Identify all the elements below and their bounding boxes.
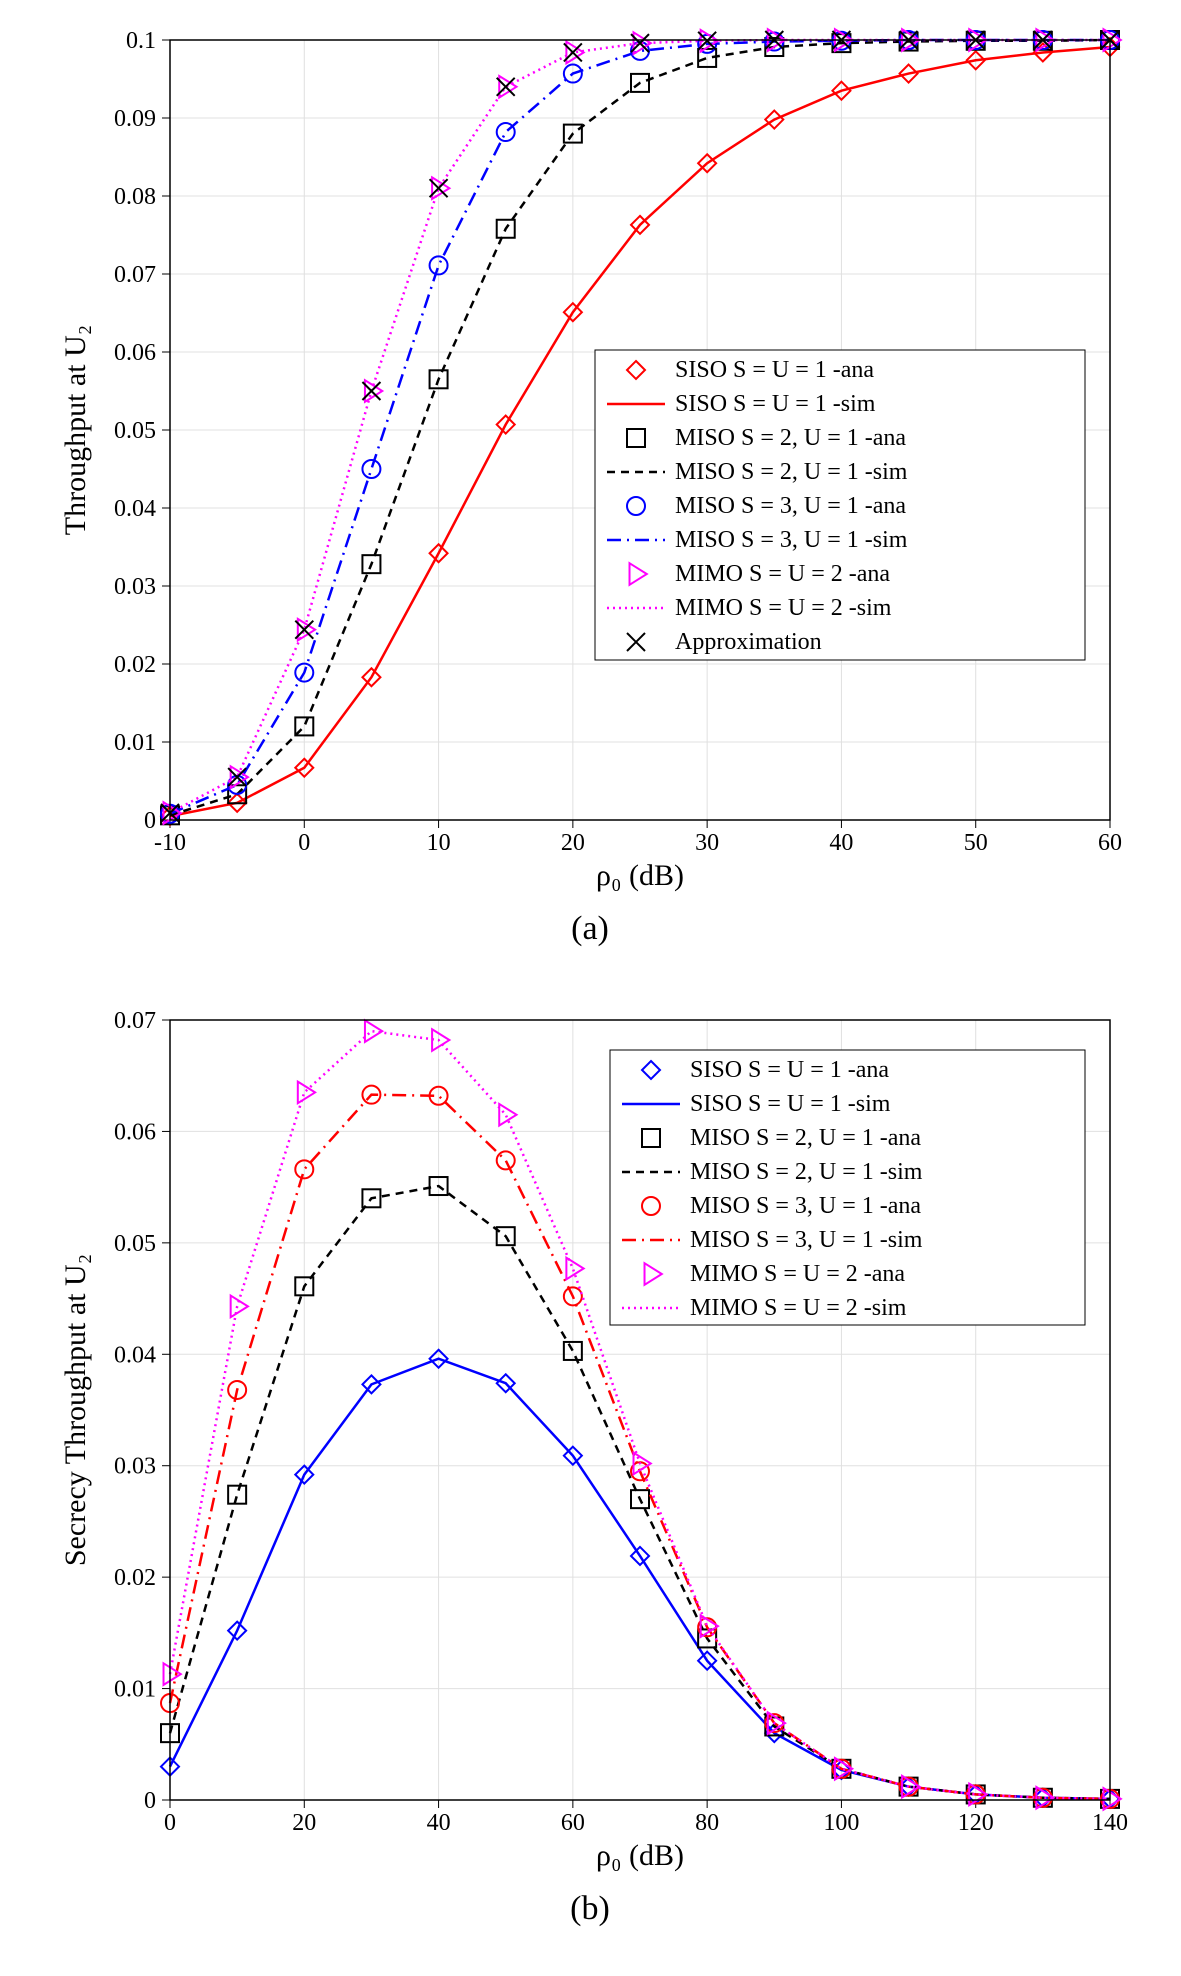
- svg-text:0.1: 0.1: [126, 28, 156, 54]
- chart-a-sublabel: (a): [40, 910, 1140, 948]
- svg-text:0: 0: [144, 1788, 156, 1814]
- svg-text:40: 40: [829, 830, 853, 856]
- svg-text:0.03: 0.03: [114, 1454, 156, 1480]
- svg-text:0.02: 0.02: [114, 1565, 156, 1591]
- chart-b-sublabel: (b): [40, 1890, 1140, 1928]
- svg-text:0.06: 0.06: [114, 1119, 156, 1145]
- legend-entry-siso-ana: SISO S = U = 1 -ana: [675, 357, 874, 383]
- svg-text:0.07: 0.07: [114, 1008, 156, 1034]
- legend-entry-miso3-sim: MISO S = 3, U = 1 -sim: [690, 1227, 923, 1253]
- svg-text:0.01: 0.01: [114, 730, 156, 756]
- legend-entry-miso3-sim: MISO S = 3, U = 1 -sim: [675, 527, 908, 553]
- x-axis-label: ρ₀ (dB): [596, 1839, 684, 1872]
- svg-text:0.08: 0.08: [114, 184, 156, 210]
- chart-a-svg: -10010203040506000.010.020.030.040.050.0…: [40, 20, 1140, 900]
- svg-text:10: 10: [427, 830, 451, 856]
- svg-text:0.04: 0.04: [114, 1342, 156, 1368]
- svg-text:0.01: 0.01: [114, 1677, 156, 1703]
- svg-text:60: 60: [561, 1810, 585, 1836]
- svg-text:0.04: 0.04: [114, 496, 156, 522]
- legend-entry-miso2-ana: MISO S = 2, U = 1 -ana: [675, 425, 906, 451]
- legend-entry-siso-sim: SISO S = U = 1 -sim: [675, 391, 876, 417]
- legend-entry-siso-ana: SISO S = U = 1 -ana: [690, 1057, 889, 1083]
- legend-entry-mimo-sim: MIMO S = U = 2 -sim: [675, 595, 892, 621]
- x-axis-label: ρ₀ (dB): [596, 859, 684, 892]
- legend-entry-mimo-ana: MIMO S = U = 2 -ana: [690, 1261, 905, 1287]
- legend-entry-siso-sim: SISO S = U = 1 -sim: [690, 1091, 891, 1117]
- chart-b-container: 0 20 40 60 80 100 120 140 0 0.01 0.02 0.03 0.04 0.05 0…: [40, 1000, 1140, 1880]
- svg-text:40: 40: [427, 1810, 451, 1836]
- legend-entry-miso3-ana: MISO S = 3, U = 1 -ana: [675, 493, 906, 519]
- legend-entry-miso3-ana: MISO S = 3, U = 1 -ana: [690, 1193, 921, 1219]
- page-root: { "chartA": { "type": "line", "svg_w": 1…: [0, 0, 1181, 1976]
- svg-text:50: 50: [964, 830, 988, 856]
- svg-text:0.03: 0.03: [114, 574, 156, 600]
- svg-text:0: 0: [144, 808, 156, 834]
- svg-text:0.02: 0.02: [114, 652, 156, 678]
- svg-text:0: 0: [298, 830, 310, 856]
- svg-text:100: 100: [823, 1810, 859, 1836]
- svg-text:140: 140: [1092, 1810, 1128, 1836]
- legend-entry-miso2-sim: MISO S = 2, U = 1 -sim: [690, 1159, 923, 1185]
- chart-b-svg: 0 20 40 60 80 100 120 140 0 0.01 0.02 0.03 0.04 0.05 0…: [40, 1000, 1140, 1880]
- svg-text:0.05: 0.05: [114, 1231, 156, 1257]
- legend-entry-miso2-ana: MISO S = 2, U = 1 -ana: [690, 1125, 921, 1151]
- legend-entry-approx: Approximation: [675, 629, 822, 655]
- svg-text:20: 20: [561, 830, 585, 856]
- y-axis-label: Throughput at U₂: [59, 325, 92, 535]
- svg-text:0.05: 0.05: [114, 418, 156, 444]
- svg-text:0: 0: [164, 1810, 176, 1836]
- svg-text:-10: -10: [154, 830, 186, 856]
- legend-entry-miso2-sim: MISO S = 2, U = 1 -sim: [675, 459, 908, 485]
- svg-text:30: 30: [695, 830, 719, 856]
- legend-entry-mimo-ana: MIMO S = U = 2 -ana: [675, 561, 890, 587]
- chart-a-container: -10010203040506000.010.020.030.040.050.0…: [40, 20, 1140, 900]
- svg-text:0.07: 0.07: [114, 262, 156, 288]
- svg-text:0.09: 0.09: [114, 106, 156, 132]
- svg-text:20: 20: [292, 1810, 316, 1836]
- svg-text:80: 80: [695, 1810, 719, 1836]
- svg-text:60: 60: [1098, 830, 1122, 856]
- svg-text:120: 120: [958, 1810, 994, 1836]
- y-axis-label: Secrecy Throughput at U₂: [59, 1254, 92, 1566]
- legend-entry-mimo-sim: MIMO S = U = 2 -sim: [690, 1295, 907, 1321]
- svg-text:0.06: 0.06: [114, 340, 156, 366]
